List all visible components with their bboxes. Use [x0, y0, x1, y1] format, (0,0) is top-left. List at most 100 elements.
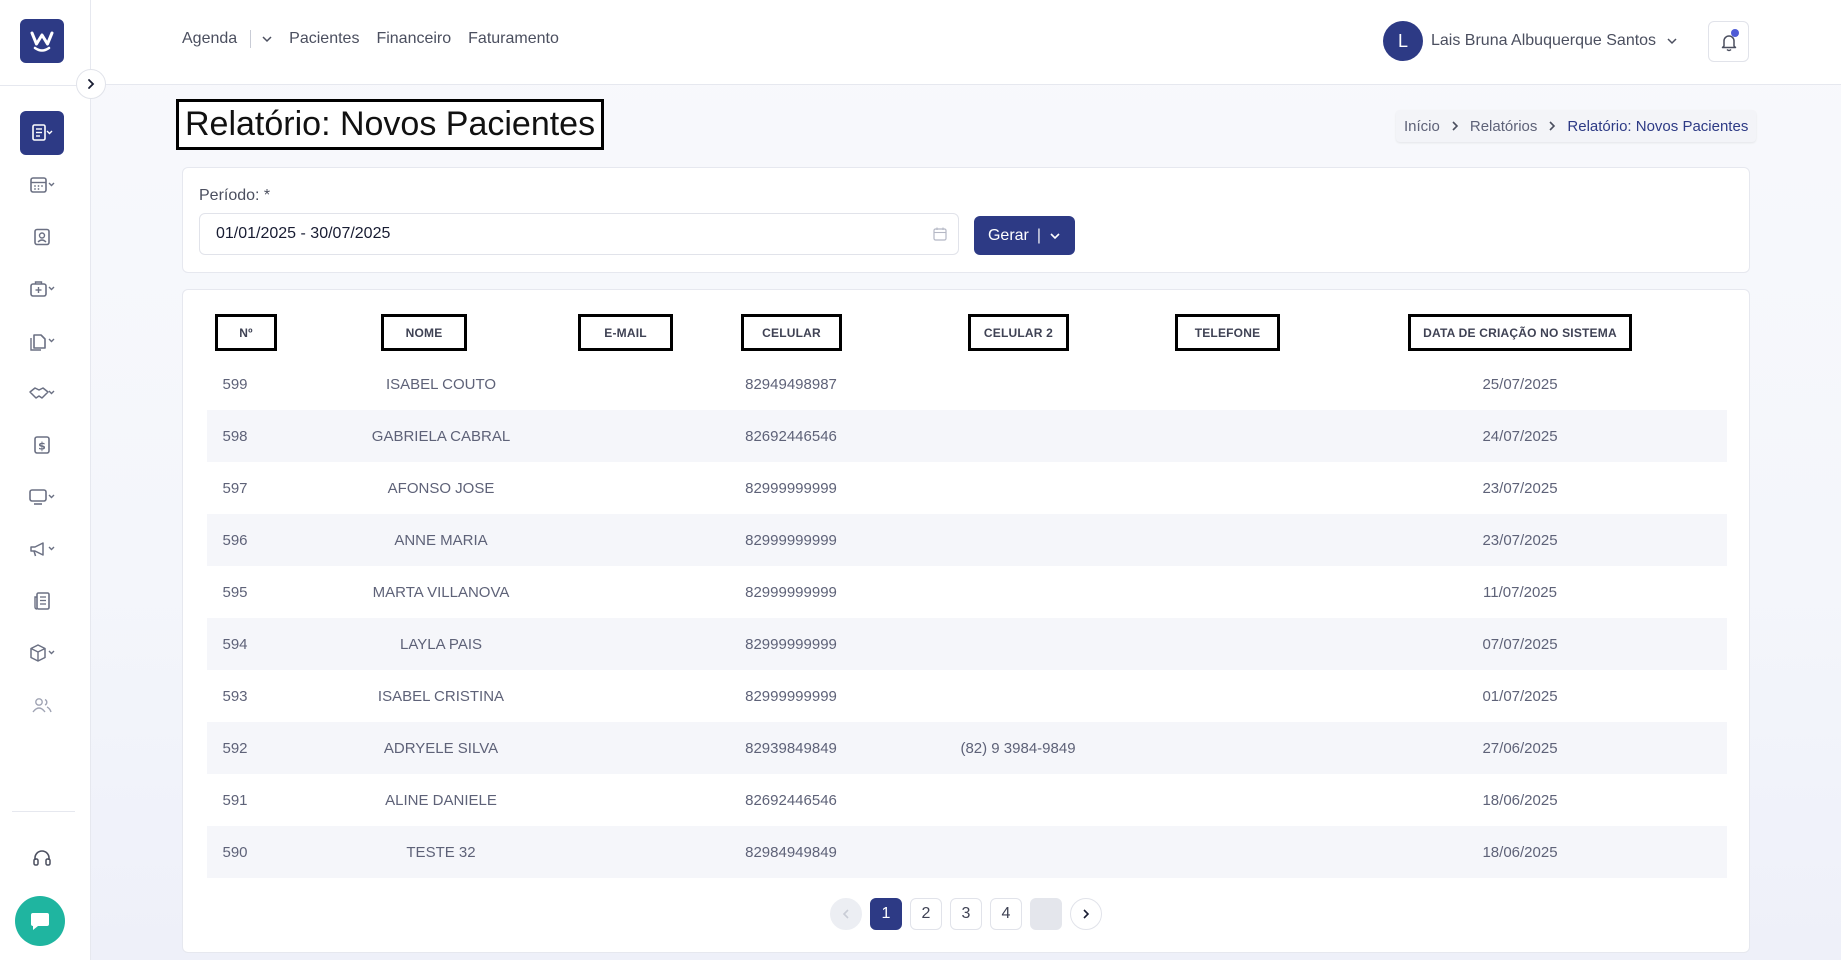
logo-w-icon — [30, 31, 54, 52]
sidebar-item-clinic[interactable] — [20, 267, 64, 311]
user-menu[interactable]: L Lais Bruna Albuquerque Santos — [1383, 21, 1678, 61]
monitor-icon — [29, 489, 55, 505]
table-row[interactable]: 590 TESTE 32 82984949849 18/06/2025 — [207, 826, 1727, 878]
cell-mobile: 82999999999 — [745, 687, 837, 705]
sidebar-item-partners[interactable] — [20, 371, 64, 415]
page-button-3[interactable]: 3 — [950, 898, 982, 930]
agenda-dropdown-chevron[interactable] — [261, 33, 273, 45]
handshake-icon — [29, 387, 55, 399]
cell-number: 595 — [222, 583, 248, 601]
table-row[interactable]: 597 AFONSO JOSE 82999999999 23/07/2025 — [207, 462, 1727, 514]
sidebar-divider — [0, 85, 90, 86]
newspaper-icon — [34, 592, 50, 610]
cell-number: 592 — [222, 739, 248, 757]
sidebar-toggle-button[interactable] — [76, 69, 106, 99]
table-card: Nº NOME E-MAIL CELULAR CELULAR 2 TELEFON… — [182, 289, 1750, 953]
cell-mobile-2: (82) 9 3984-9849 — [960, 739, 1076, 757]
cell-mobile: 82999999999 — [745, 479, 837, 497]
cell-created-date: 27/06/2025 — [1482, 739, 1558, 757]
support-icon — [33, 850, 51, 866]
app-logo[interactable] — [20, 19, 64, 63]
page-button-placeholder[interactable] — [1030, 898, 1062, 930]
breadcrumb-home[interactable]: Início — [1404, 117, 1440, 135]
column-header-mobile-2[interactable]: CELULAR 2 — [968, 314, 1069, 351]
nav-pacientes[interactable]: Pacientes — [289, 30, 360, 47]
cell-mobile: 82999999999 — [745, 635, 837, 653]
calendar-icon — [30, 177, 55, 193]
page-button-1[interactable]: 1 — [870, 898, 902, 930]
table-row[interactable]: 593 ISABEL CRISTINA 82999999999 01/07/2025 — [207, 670, 1727, 722]
sidebar-item-finance[interactable]: $ — [20, 423, 64, 467]
calendar-icon[interactable] — [932, 226, 948, 242]
column-header-phone[interactable]: TELEFONE — [1175, 314, 1280, 351]
column-header-name[interactable]: NOME — [381, 314, 467, 351]
user-menu-chevron — [1666, 35, 1678, 47]
cell-number: 591 — [222, 791, 248, 809]
sidebar-item-monitor[interactable] — [20, 475, 64, 519]
column-header-email[interactable]: E-MAIL — [578, 314, 673, 351]
cell-number: 596 — [222, 531, 248, 549]
cell-created-date: 23/07/2025 — [1482, 479, 1558, 497]
calendar-icon — [933, 227, 947, 241]
table-row[interactable]: 596 ANNE MARIA 82999999999 23/07/2025 — [207, 514, 1727, 566]
sidebar-item-marketing[interactable] — [20, 527, 64, 571]
column-header-created-date[interactable]: DATA DE CRIAÇÃO NO SISTEMA — [1408, 314, 1632, 351]
column-header-mobile[interactable]: CELULAR — [741, 314, 842, 351]
cell-name: TESTE 32 — [406, 843, 476, 861]
breadcrumb: Início Relatórios Relatório: Novos Pacie… — [1396, 110, 1757, 142]
column-header-number[interactable]: Nº — [215, 314, 277, 351]
cell-name: LAYLA PAIS — [400, 635, 482, 653]
bell-icon — [1721, 34, 1736, 51]
cell-created-date: 01/07/2025 — [1482, 687, 1558, 705]
cell-number: 593 — [222, 687, 248, 705]
sidebar-item-users[interactable] — [20, 683, 64, 727]
cell-mobile: 82949498987 — [745, 375, 837, 393]
sidebar-item-support[interactable] — [20, 836, 64, 880]
cell-mobile: 82692446546 — [745, 791, 837, 809]
reports-icon — [32, 124, 53, 141]
clinic-icon — [30, 281, 55, 297]
nav-agenda[interactable]: Agenda — [182, 30, 238, 47]
sidebar-item-reports[interactable] — [20, 111, 64, 155]
box-icon — [30, 644, 55, 662]
breadcrumb-separator — [1547, 120, 1557, 132]
cell-mobile: 82939849849 — [745, 739, 837, 757]
nav-faturamento[interactable]: Faturamento — [468, 30, 559, 47]
cell-mobile: 82999999999 — [745, 531, 837, 549]
top-header: Agenda Pacientes Financeiro Faturamento … — [91, 0, 1841, 85]
cell-created-date: 18/06/2025 — [1482, 791, 1558, 809]
page-button-4[interactable]: 4 — [990, 898, 1022, 930]
cell-number: 594 — [222, 635, 248, 653]
notifications-button[interactable] — [1708, 21, 1749, 62]
button-separator: | — [1036, 226, 1042, 244]
cell-number: 598 — [222, 427, 248, 445]
sidebar: $ — [0, 0, 91, 960]
period-input[interactable]: 01/01/2025 - 30/07/2025 — [199, 213, 959, 255]
table-row[interactable]: 594 LAYLA PAIS 82999999999 07/07/2025 — [207, 618, 1727, 670]
chat-button[interactable] — [15, 896, 65, 946]
sidebar-item-inventory[interactable] — [20, 631, 64, 675]
sidebar-item-patients[interactable] — [20, 215, 64, 259]
cell-name: AFONSO JOSE — [387, 479, 495, 497]
breadcrumb-reports[interactable]: Relatórios — [1469, 117, 1538, 135]
page-button-2[interactable]: 2 — [910, 898, 942, 930]
generate-button[interactable]: Gerar | — [974, 216, 1075, 255]
finance-icon: $ — [34, 436, 50, 454]
table-row[interactable]: 592 ADRYELE SILVA 82939849849 (82) 9 3984-9… — [207, 722, 1727, 774]
avatar: L — [1383, 21, 1423, 61]
cell-number: 590 — [222, 843, 248, 861]
table-row[interactable]: 598 GABRIELA CABRAL 82692446546 24/07/2025 — [207, 410, 1727, 462]
chevron-down-icon — [262, 36, 272, 43]
table-row[interactable]: 591 ALINE DANIELE 82692446546 18/06/2025 — [207, 774, 1727, 826]
cell-created-date: 18/06/2025 — [1482, 843, 1558, 861]
chevron-down-icon[interactable] — [1049, 230, 1061, 242]
nav-financeiro[interactable]: Financeiro — [376, 30, 452, 47]
sidebar-item-documents[interactable] — [20, 319, 64, 363]
next-page-button[interactable] — [1070, 898, 1102, 930]
svg-text:$: $ — [38, 440, 46, 453]
table-row[interactable]: 599 ISABEL COUTO 82949498987 25/07/2025 — [207, 358, 1727, 410]
sidebar-item-calendar[interactable] — [20, 163, 64, 207]
table-row[interactable]: 595 MARTA VILLANOVA 82999999999 11/07/2025 — [207, 566, 1727, 618]
sidebar-item-news[interactable] — [20, 579, 64, 623]
previous-page-button[interactable] — [830, 898, 862, 930]
